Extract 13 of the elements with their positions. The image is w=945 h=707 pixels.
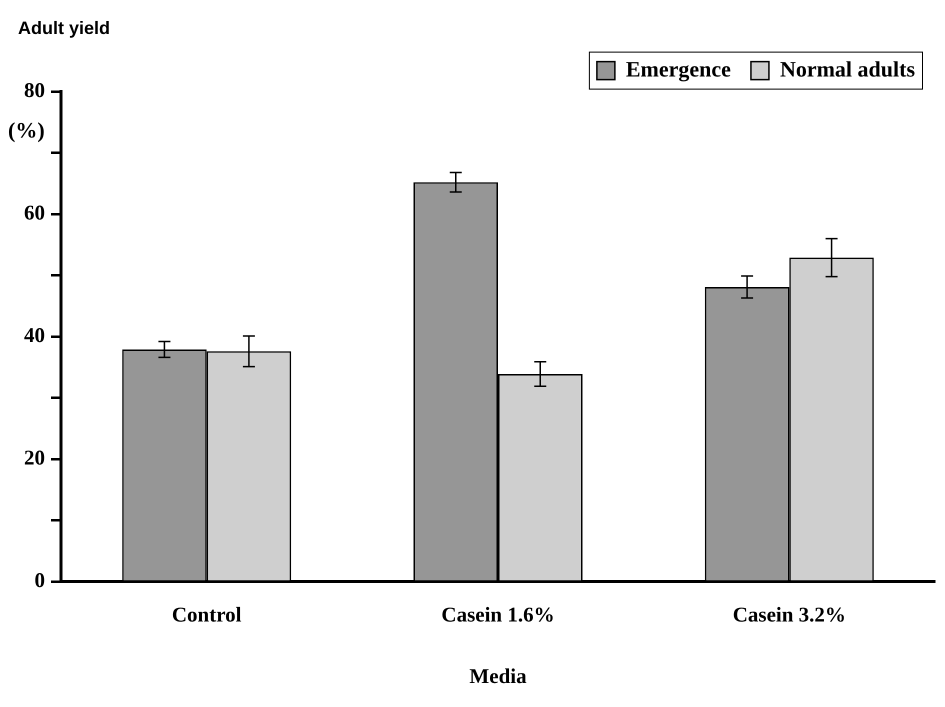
x-tick-label: Casein 3.2% [732, 602, 846, 627]
y-tick-label: 60 [24, 200, 45, 225]
chart-title: Adult yield [18, 18, 110, 38]
y-tick-label: 20 [24, 446, 45, 470]
x-tick-label: Casein 1.6% [441, 602, 555, 627]
y-tick-label: 0 [34, 568, 45, 592]
x-tick-label: Control [172, 602, 242, 627]
y-tick-label: 80 [24, 78, 45, 102]
y-axis-title: (%) [8, 117, 45, 142]
x-axis-title: Media [469, 664, 528, 688]
legend-label: Normal adults [780, 56, 916, 82]
legend-label: Emergence [626, 56, 732, 82]
y-tick-label: 40 [24, 323, 45, 348]
